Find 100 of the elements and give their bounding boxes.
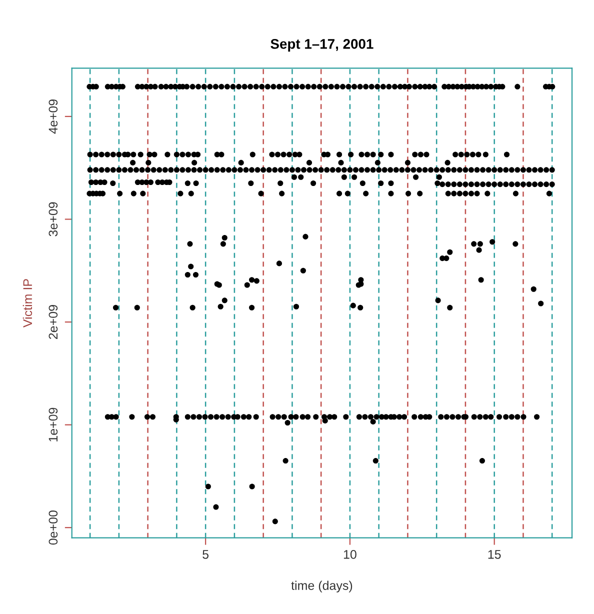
point xyxy=(474,182,480,188)
point xyxy=(477,241,483,247)
point xyxy=(102,179,108,186)
point xyxy=(110,180,116,186)
point xyxy=(278,180,284,186)
point xyxy=(205,484,211,490)
x-tick-label: 15 xyxy=(488,550,501,559)
point xyxy=(276,260,282,266)
point xyxy=(462,182,468,188)
point xyxy=(444,256,450,262)
point xyxy=(249,304,255,310)
point xyxy=(544,182,550,188)
point xyxy=(248,180,254,186)
point xyxy=(282,458,288,464)
point xyxy=(110,152,116,158)
point xyxy=(190,304,196,310)
point xyxy=(434,180,440,186)
point xyxy=(272,518,278,524)
point xyxy=(140,190,146,196)
point xyxy=(218,304,224,310)
point xyxy=(185,152,192,158)
point xyxy=(250,152,256,158)
point xyxy=(360,180,366,186)
point xyxy=(336,152,342,158)
point xyxy=(258,190,264,196)
point xyxy=(370,418,376,424)
point xyxy=(504,152,510,158)
point xyxy=(336,190,342,196)
point xyxy=(417,190,423,196)
point xyxy=(249,484,255,490)
point xyxy=(93,152,99,158)
point xyxy=(470,152,476,158)
point xyxy=(468,190,474,196)
point xyxy=(306,160,312,166)
point xyxy=(344,190,350,196)
point xyxy=(476,152,482,158)
point xyxy=(298,174,304,180)
point xyxy=(358,152,364,158)
y-tick-label: 2e+09 xyxy=(48,305,58,339)
point xyxy=(492,182,498,188)
y-tick-label: 4e+09 xyxy=(48,100,58,134)
point xyxy=(184,180,190,186)
point xyxy=(484,190,490,196)
point xyxy=(341,174,347,180)
point xyxy=(372,458,378,464)
point xyxy=(130,152,136,158)
point xyxy=(187,241,193,247)
point xyxy=(88,179,94,186)
point xyxy=(458,152,464,158)
point xyxy=(184,272,190,278)
point xyxy=(532,182,538,188)
point xyxy=(220,241,226,247)
point xyxy=(476,247,482,253)
point xyxy=(213,504,219,510)
point xyxy=(164,152,170,158)
point xyxy=(302,234,308,240)
point xyxy=(274,152,281,158)
point xyxy=(530,286,536,292)
point xyxy=(188,264,194,270)
point xyxy=(348,152,354,158)
point xyxy=(406,190,412,196)
point xyxy=(526,182,532,188)
point xyxy=(514,182,520,188)
point xyxy=(412,152,418,158)
point xyxy=(310,180,316,186)
point xyxy=(480,182,486,188)
point xyxy=(445,182,451,188)
point xyxy=(279,190,285,196)
point xyxy=(388,152,394,158)
y-tick-label: 1e+09 xyxy=(48,408,58,442)
point xyxy=(462,190,468,196)
chart-title: Sept 1–17, 2001 xyxy=(270,39,374,52)
point xyxy=(435,298,441,304)
point xyxy=(388,190,394,196)
point xyxy=(456,182,462,188)
point xyxy=(512,190,518,196)
point xyxy=(445,190,451,196)
point xyxy=(358,304,364,310)
point xyxy=(116,152,122,158)
point xyxy=(464,152,470,158)
point xyxy=(503,182,509,188)
point xyxy=(546,190,552,196)
point xyxy=(218,152,224,158)
point xyxy=(378,152,384,158)
point xyxy=(286,152,292,158)
point xyxy=(363,190,369,196)
point xyxy=(364,152,370,158)
point xyxy=(117,190,123,196)
point xyxy=(296,152,302,158)
point xyxy=(300,268,306,274)
y-tick-label: 0e+00 xyxy=(48,510,58,545)
point xyxy=(104,152,110,158)
point xyxy=(538,182,544,188)
point xyxy=(444,160,450,166)
point xyxy=(188,190,194,196)
point xyxy=(424,152,430,158)
point xyxy=(418,152,424,158)
point xyxy=(134,304,140,310)
point xyxy=(451,182,457,188)
point xyxy=(374,160,380,166)
